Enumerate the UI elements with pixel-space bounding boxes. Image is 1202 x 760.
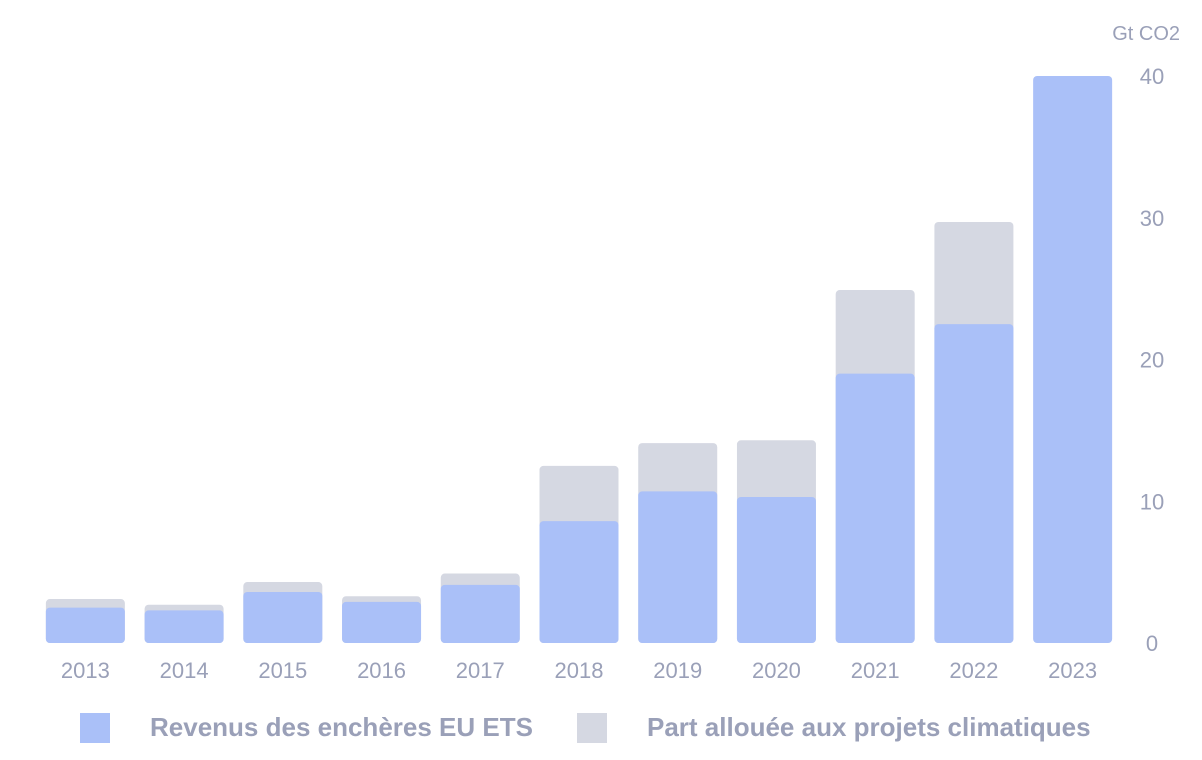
legend: Revenus des enchères EU ETS Part allouée… xyxy=(0,712,1202,756)
x-tick-2016: 2016 xyxy=(357,658,406,683)
x-tick-2017: 2017 xyxy=(456,658,505,683)
bars-layer xyxy=(45,76,1113,643)
bar-revenus-2014 xyxy=(144,610,224,643)
x-tick-2013: 2013 xyxy=(61,658,110,683)
x-tick-2018: 2018 xyxy=(555,658,604,683)
legend-label-revenus: Revenus des enchères EU ETS xyxy=(150,712,533,742)
y-axis-ticks: 0 10 20 30 40 xyxy=(1140,64,1164,656)
x-tick-2023: 2023 xyxy=(1048,658,1097,683)
bar-revenus-2017 xyxy=(440,584,520,643)
y-tick-10: 10 xyxy=(1140,489,1164,514)
x-axis-ticks: 2013 2014 2015 2016 2017 2018 2019 2020 2021 2022… xyxy=(61,658,1097,683)
y-tick-40: 40 xyxy=(1140,64,1164,89)
legend-item-part-allouee: Part allouée aux projets climatiques xyxy=(577,712,1091,743)
bar-revenus-2018 xyxy=(539,521,619,643)
bar-revenus-2016 xyxy=(342,601,422,643)
bar-revenus-2013 xyxy=(45,607,125,643)
y-tick-30: 30 xyxy=(1140,206,1164,231)
x-tick-2020: 2020 xyxy=(752,658,801,683)
x-tick-2021: 2021 xyxy=(851,658,900,683)
x-tick-2015: 2015 xyxy=(258,658,307,683)
y-tick-20: 20 xyxy=(1140,348,1164,373)
bar-revenus-2021 xyxy=(835,373,915,643)
bar-revenus-2020 xyxy=(736,496,816,643)
x-tick-2022: 2022 xyxy=(949,658,998,683)
y-axis-unit: Gt CO2 xyxy=(1112,23,1180,45)
x-tick-2014: 2014 xyxy=(160,658,209,683)
bar-revenus-2015 xyxy=(243,591,323,643)
legend-item-revenus: Revenus des enchères EU ETS xyxy=(80,712,533,743)
y-tick-0: 0 xyxy=(1146,631,1158,656)
x-tick-2019: 2019 xyxy=(653,658,702,683)
legend-swatch-revenus xyxy=(80,712,110,743)
bar-revenus-2023 xyxy=(1033,76,1113,643)
bar-revenus-2022 xyxy=(934,324,1014,643)
bar-chart: 2013 2014 2015 2016 2017 2018 2019 2020 2021 2022… xyxy=(45,23,1180,683)
legend-swatch-part-allouee xyxy=(577,712,607,743)
legend-label-part-allouee: Part allouée aux projets climatiques xyxy=(647,712,1091,742)
bar-revenus-2019 xyxy=(638,491,718,643)
